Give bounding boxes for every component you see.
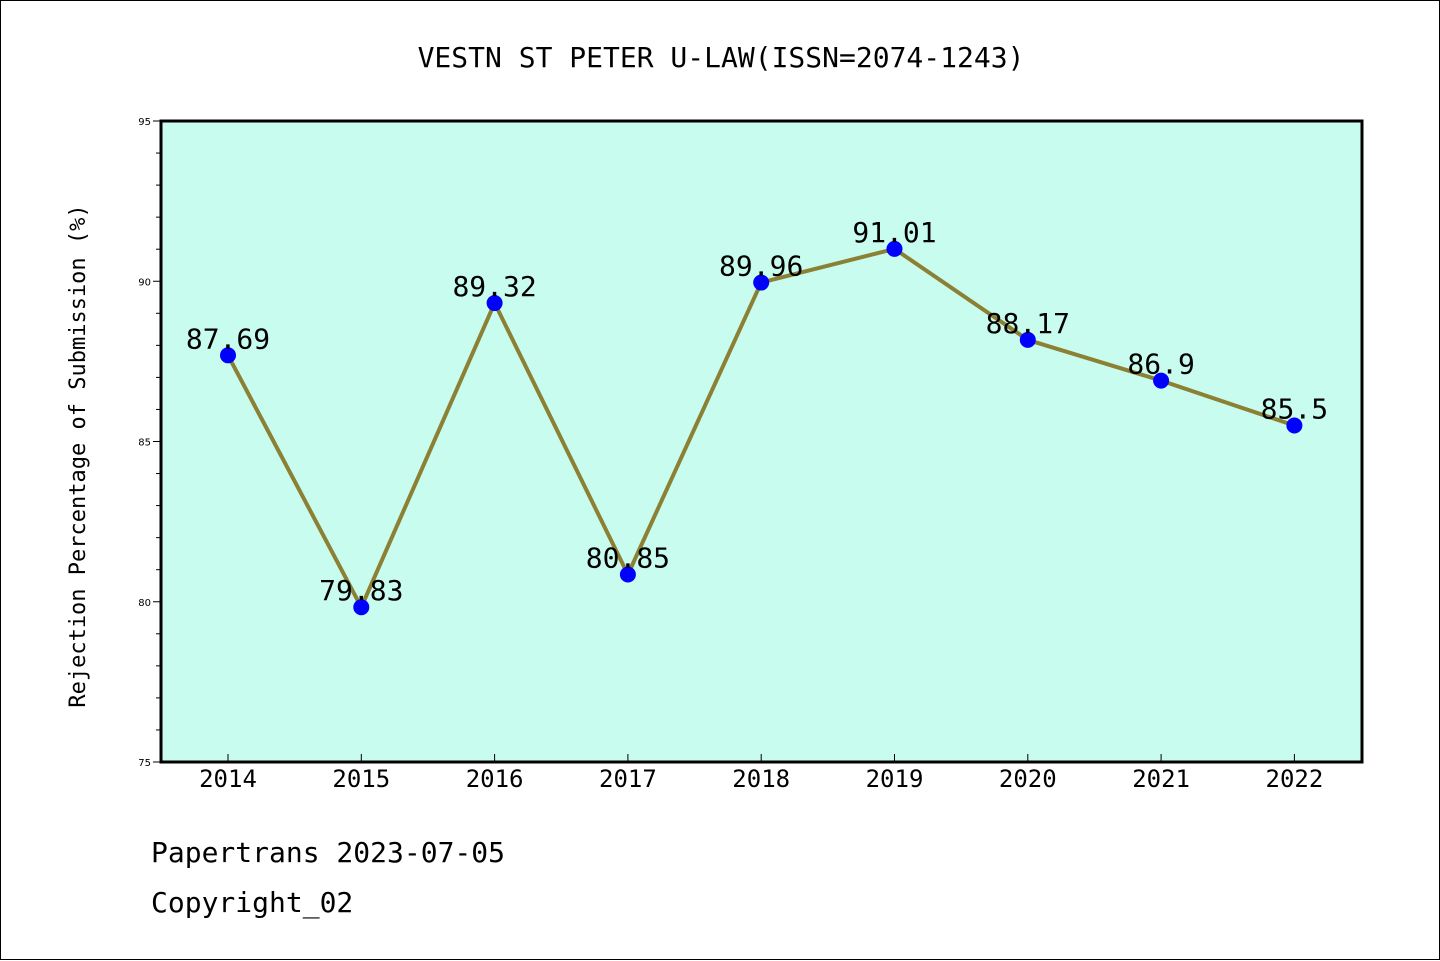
x-tick-label: 2022 — [1266, 765, 1324, 793]
data-point — [1019, 331, 1036, 348]
data-point — [886, 240, 903, 257]
y-axis: 75 80 85 90 95 — [138, 117, 161, 769]
x-tick-label: 2021 — [1132, 765, 1190, 793]
data-point — [486, 295, 503, 312]
data-label: 89.32 — [452, 270, 536, 303]
x-tick-label: 2017 — [599, 765, 657, 793]
footer-copyright: Copyright_02 — [151, 886, 354, 919]
data-point — [753, 274, 770, 291]
data-label: 79.83 — [319, 574, 403, 607]
plot-area — [159, 119, 1364, 764]
data-points — [220, 240, 1303, 616]
data-label: 89.96 — [719, 250, 803, 283]
x-axis: 2014 2015 2016 2017 2018 2019 2020 2021 2022 — [199, 754, 1323, 793]
chart-title: VESTN ST PETER U-LAW(ISSN=2074-1243) — [418, 41, 1025, 74]
x-tick-label: 2018 — [732, 765, 790, 793]
data-label: 88.17 — [986, 307, 1070, 340]
x-tick-label: 2016 — [466, 765, 524, 793]
data-labels: 87.69 79.83 89.32 80.85 89.96 91.01 88.17 86.9 8… — [186, 216, 1328, 607]
y-tick-label: 80 — [138, 598, 151, 609]
data-point — [1286, 417, 1303, 434]
y-tick-label: 95 — [138, 117, 151, 128]
data-label: 86.9 — [1127, 348, 1194, 381]
data-label: 85.5 — [1261, 392, 1328, 425]
data-point — [220, 347, 236, 364]
data-point — [619, 566, 636, 583]
y-tick-label: 85 — [138, 438, 151, 449]
data-label: 91.01 — [852, 216, 936, 249]
data-point — [353, 599, 370, 616]
footer-date: Papertrans 2023-07-05 — [151, 836, 506, 869]
x-tick-label: 2020 — [999, 765, 1057, 793]
y-tick-label: 90 — [138, 277, 151, 288]
x-tick-label: 2019 — [866, 765, 924, 793]
x-tick-label: 2014 — [199, 765, 257, 793]
data-label: 80.85 — [586, 542, 670, 575]
y-tick-label: 75 — [138, 758, 151, 769]
data-point — [1153, 372, 1170, 389]
data-label: 87.69 — [186, 322, 270, 355]
y-axis-label: Rejection Percentage of Submission (%) — [66, 204, 91, 707]
x-tick-label: 2015 — [332, 765, 390, 793]
